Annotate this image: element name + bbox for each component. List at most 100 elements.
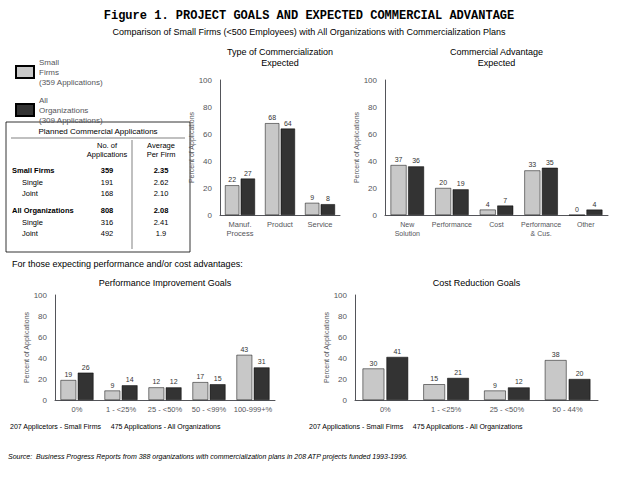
svg-text:2.62: 2.62 [154, 178, 169, 187]
svg-text:All Organizations: All Organizations [12, 206, 74, 215]
svg-text:100: 100 [334, 291, 348, 300]
svg-text:80: 80 [338, 312, 347, 321]
svg-text:68: 68 [268, 114, 276, 121]
svg-text:2.08: 2.08 [154, 206, 169, 215]
svg-text:Process: Process [226, 229, 253, 238]
svg-text:35: 35 [546, 159, 554, 166]
svg-text:1 - <25%: 1 - <25% [106, 405, 137, 414]
svg-text:80: 80 [203, 103, 212, 112]
svg-text:0: 0 [343, 396, 348, 405]
svg-text:9: 9 [110, 382, 114, 389]
svg-text:22: 22 [228, 176, 236, 183]
svg-text:27: 27 [244, 170, 252, 177]
svg-text:Small: Small [39, 58, 59, 67]
svg-text:Other: Other [577, 221, 595, 228]
svg-text:Single: Single [22, 218, 43, 227]
svg-text:Percent of Applications: Percent of Applications [188, 111, 196, 183]
svg-text:15: 15 [430, 375, 438, 382]
svg-text:43: 43 [240, 346, 248, 353]
svg-text:0: 0 [208, 211, 213, 220]
svg-text:100-999+%: 100-999+% [234, 405, 273, 414]
svg-text:Expected: Expected [261, 58, 299, 68]
svg-text:0%: 0% [380, 405, 391, 414]
svg-text:Service: Service [307, 220, 332, 229]
svg-text:17: 17 [196, 373, 204, 380]
svg-text:(359 Applications): (359 Applications) [39, 78, 103, 87]
svg-text:26: 26 [82, 364, 90, 371]
svg-text:168: 168 [101, 189, 114, 198]
svg-text:25 - <50%: 25 - <50% [490, 405, 525, 414]
svg-text:19: 19 [457, 180, 465, 187]
svg-text:Small Firms: Small Firms [12, 166, 55, 175]
svg-text:50 - <99%: 50 - <99% [192, 405, 227, 414]
svg-text:No. of: No. of [97, 141, 118, 150]
svg-text:30: 30 [370, 360, 378, 367]
svg-text:2.41: 2.41 [154, 218, 169, 227]
svg-text:Percent of Applications: Percent of Applications [353, 111, 361, 183]
svg-text:9: 9 [310, 194, 314, 201]
svg-text:12: 12 [515, 378, 523, 385]
svg-text:50 - 44%: 50 - 44% [553, 405, 583, 414]
svg-text:Source: Business Progress Rep: Source: Business Progress Reports from 3… [8, 453, 408, 461]
svg-text:40: 40 [203, 157, 212, 166]
svg-text:Manuf.: Manuf. [229, 220, 252, 229]
svg-text:20: 20 [439, 179, 447, 186]
svg-text:14: 14 [126, 376, 134, 383]
svg-text:37: 37 [395, 156, 403, 163]
svg-text:Figure 1. PROJECT GOALS AND EX: Figure 1. PROJECT GOALS AND EXPECTED COM… [104, 9, 514, 23]
svg-text:207 Applications - Small Firms: 207 Applications - Small Firms 475 Appli… [309, 423, 523, 431]
svg-text:Average: Average [147, 141, 175, 150]
svg-text:40: 40 [338, 354, 347, 363]
svg-text:2.35: 2.35 [154, 166, 169, 175]
svg-text:Product: Product [267, 220, 294, 229]
svg-text:60: 60 [203, 130, 212, 139]
svg-text:808: 808 [101, 206, 114, 215]
svg-text:Solution: Solution [395, 230, 420, 237]
svg-text:19: 19 [64, 371, 72, 378]
svg-text:21: 21 [454, 369, 462, 376]
svg-text:Commercial Advantage: Commercial Advantage [450, 47, 543, 57]
svg-text:All: All [39, 96, 48, 105]
svg-text:For those expecting performanc: For those expecting performance and/or c… [12, 259, 243, 269]
svg-text:Firms: Firms [39, 68, 59, 77]
svg-text:Single: Single [22, 178, 43, 187]
svg-text:492: 492 [101, 229, 114, 238]
svg-text:Planned Commercial Application: Planned Commercial Applications [38, 127, 157, 136]
svg-text:31: 31 [258, 358, 266, 365]
svg-text:9: 9 [493, 382, 497, 389]
svg-text:38: 38 [552, 351, 560, 358]
svg-text:60: 60 [38, 333, 47, 342]
svg-text:7: 7 [503, 197, 507, 204]
svg-text:Cost Reduction Goals: Cost Reduction Goals [433, 278, 521, 288]
svg-text:8: 8 [326, 195, 330, 202]
svg-text:& Cus.: & Cus. [531, 230, 552, 237]
svg-text:Performance: Performance [432, 221, 472, 228]
svg-text:New: New [400, 221, 415, 228]
svg-text:Applications: Applications [87, 150, 128, 159]
svg-text:Percent of Applications: Percent of Applications [23, 311, 31, 383]
svg-text:20: 20 [38, 375, 47, 384]
svg-text:41: 41 [393, 348, 401, 355]
svg-text:2.10: 2.10 [154, 189, 169, 198]
svg-text:36: 36 [412, 157, 420, 164]
svg-text:191: 191 [101, 178, 114, 187]
svg-text:25 - <50%: 25 - <50% [148, 405, 183, 414]
svg-text:1 - <25%: 1 - <25% [431, 405, 462, 414]
svg-text:20: 20 [368, 184, 377, 193]
svg-text:Cost: Cost [489, 221, 503, 228]
svg-text:60: 60 [368, 130, 377, 139]
svg-text:4: 4 [486, 201, 490, 208]
svg-text:80: 80 [38, 312, 47, 321]
svg-text:(309 Applications): (309 Applications) [39, 116, 103, 125]
svg-text:Performance: Performance [521, 221, 561, 228]
svg-text:12: 12 [170, 378, 178, 385]
svg-text:359: 359 [101, 166, 114, 175]
svg-text:Per Firm: Per Firm [147, 150, 176, 159]
svg-text:Comparison of Small Firms (<50: Comparison of Small Firms (<500 Employee… [113, 27, 506, 37]
svg-text:15: 15 [214, 375, 222, 382]
svg-text:100: 100 [199, 76, 213, 85]
svg-text:20: 20 [576, 370, 584, 377]
svg-text:Joint: Joint [22, 189, 39, 198]
svg-text:64: 64 [284, 120, 292, 127]
svg-text:40: 40 [368, 157, 377, 166]
